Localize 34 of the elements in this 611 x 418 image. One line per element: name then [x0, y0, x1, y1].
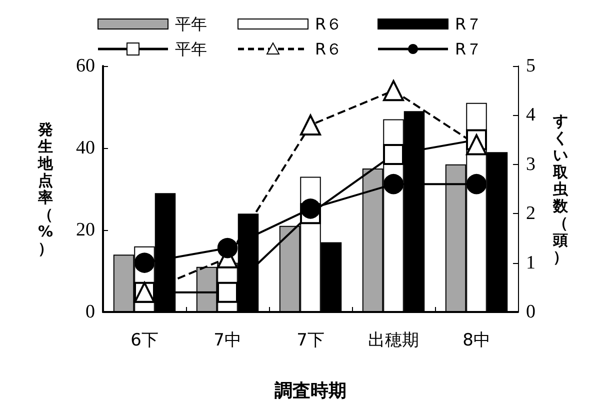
- point: [383, 174, 404, 194]
- point: [300, 114, 321, 136]
- point: [300, 198, 321, 219]
- y2-tick-label: 4: [526, 104, 536, 126]
- point: [466, 174, 487, 194]
- legend-label: R６: [315, 14, 342, 34]
- point: [466, 134, 487, 156]
- x-tick-label: 出穂期: [368, 330, 419, 350]
- y2-tick-label: 5: [526, 56, 536, 76]
- y2-tick-label: 2: [526, 203, 536, 224]
- y-tick-label: 20: [76, 220, 95, 240]
- point: [217, 282, 238, 303]
- legend-label: R６: [315, 40, 342, 58]
- y-tick-label: 0: [86, 302, 95, 322]
- y-axis-title: 発生地点率（%）: [37, 120, 54, 258]
- legend-label: R７: [455, 14, 482, 34]
- x-tick-label: 6下: [130, 330, 158, 350]
- text: すくい取虫数（頭）: [553, 112, 568, 266]
- point: [134, 252, 155, 273]
- legend-label: R７: [455, 40, 482, 58]
- x-tick-label: 7中: [214, 330, 242, 350]
- point: [383, 80, 404, 102]
- y-tick-label: 60: [76, 56, 95, 76]
- y2-tick-label: 3: [526, 154, 536, 175]
- legend-label: 平年: [175, 40, 207, 58]
- y2-tick-label: 1: [526, 252, 536, 274]
- x-tick-label: 7下: [296, 330, 324, 350]
- y2-tick-label: 0: [526, 302, 536, 322]
- legend-label: 平年: [175, 14, 207, 34]
- x-tick-label: 8中: [462, 330, 490, 350]
- point: [217, 238, 238, 258]
- y-tick-label: 40: [76, 138, 95, 158]
- x-axis-title: 調査時期: [274, 380, 346, 402]
- point: [383, 144, 404, 166]
